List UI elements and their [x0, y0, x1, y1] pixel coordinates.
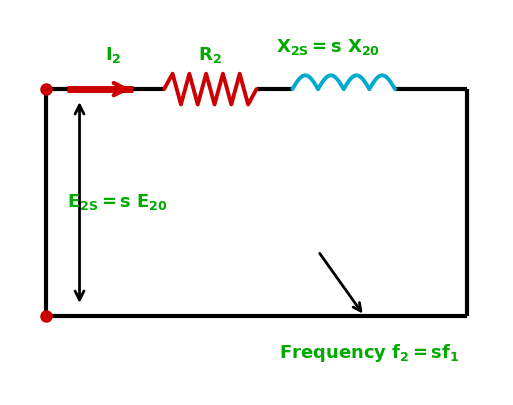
Text: $\mathbf{R_2}$: $\mathbf{R_2}$ [199, 45, 222, 65]
Text: $\mathbf{Frequency\ f_2 = sf_1}$: $\mathbf{Frequency\ f_2 = sf_1}$ [279, 343, 460, 364]
Text: $\mathbf{I_2}$: $\mathbf{I_2}$ [105, 45, 121, 65]
Text: $\mathbf{X_{2S} = s\ X_{20}}$: $\mathbf{X_{2S} = s\ X_{20}}$ [277, 37, 380, 57]
Text: $\mathbf{E_{2S} = s\ E_{20}}$: $\mathbf{E_{2S} = s\ E_{20}}$ [67, 192, 168, 213]
